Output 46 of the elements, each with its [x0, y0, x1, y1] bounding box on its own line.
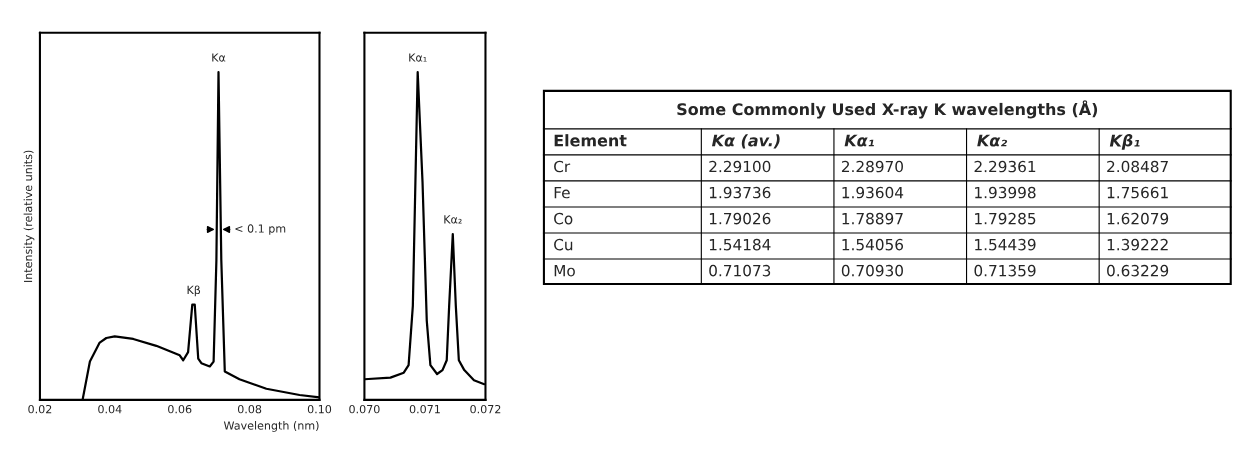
text: 1.79285 [975, 212, 1036, 225]
y-axis-title: Intensity (relative units) [23, 150, 35, 282]
text: 1.54056 [842, 238, 904, 251]
annotation: Kα₁ [409, 53, 427, 62]
x-tick-label: 0.072 [470, 404, 501, 414]
category-label: Cr [554, 160, 571, 173]
text: 1.39222 [1107, 238, 1168, 251]
category-label: Kα₁ [844, 134, 874, 147]
text: 1.79026 [709, 212, 771, 225]
x-tick-label: 0.08 [237, 404, 262, 414]
category-label: Fe [554, 187, 570, 199]
text: 1.93998 [975, 186, 1036, 199]
annotation: Kα [212, 53, 226, 62]
annotation: < 0.1 pm [235, 224, 286, 235]
text: Some Commonly Used X-ray K wavelengths (Å) [677, 100, 1098, 119]
text: 1.93604 [842, 186, 904, 199]
category-label: Kα₂ [977, 134, 1008, 147]
text: 1.93736 [709, 186, 771, 199]
x-tick-label: 0.070 [349, 404, 380, 414]
category-label: Kα (av.) [711, 134, 780, 149]
text: 2.28970 [841, 160, 903, 173]
x-tick-label: 0.071 [409, 404, 440, 414]
text: 1.75661 [1107, 186, 1168, 199]
text: 0.71073 [709, 264, 771, 277]
category-label: Cu [554, 238, 573, 251]
x-tick-label: 0.04 [98, 404, 122, 414]
text: 0.71359 [974, 264, 1036, 277]
text: 1.54439 [975, 238, 1036, 251]
category-label: Kβ₁ [1109, 134, 1140, 150]
annotation: Kα₂ [444, 215, 462, 224]
annotation: Kβ [187, 285, 201, 297]
text: 0.63229 [1107, 264, 1169, 277]
category-label: Element [554, 134, 627, 147]
text: 2.29100 [709, 160, 771, 173]
text: 2.08487 [1107, 160, 1168, 173]
text: 1.62079 [1107, 212, 1169, 225]
category-label: Co [554, 212, 573, 225]
x-axis-title: Wavelength (nm) [223, 421, 319, 432]
x-tick-label: 0.06 [168, 404, 192, 414]
text: 1.78897 [842, 212, 903, 225]
x-tick-label: 0.02 [28, 404, 52, 414]
category-label: Mo [554, 265, 575, 277]
x-tick-label: 0.10 [307, 404, 332, 414]
text: 1.54184 [709, 238, 771, 251]
text: 0.70930 [841, 264, 903, 277]
text: 2.29361 [974, 160, 1036, 173]
